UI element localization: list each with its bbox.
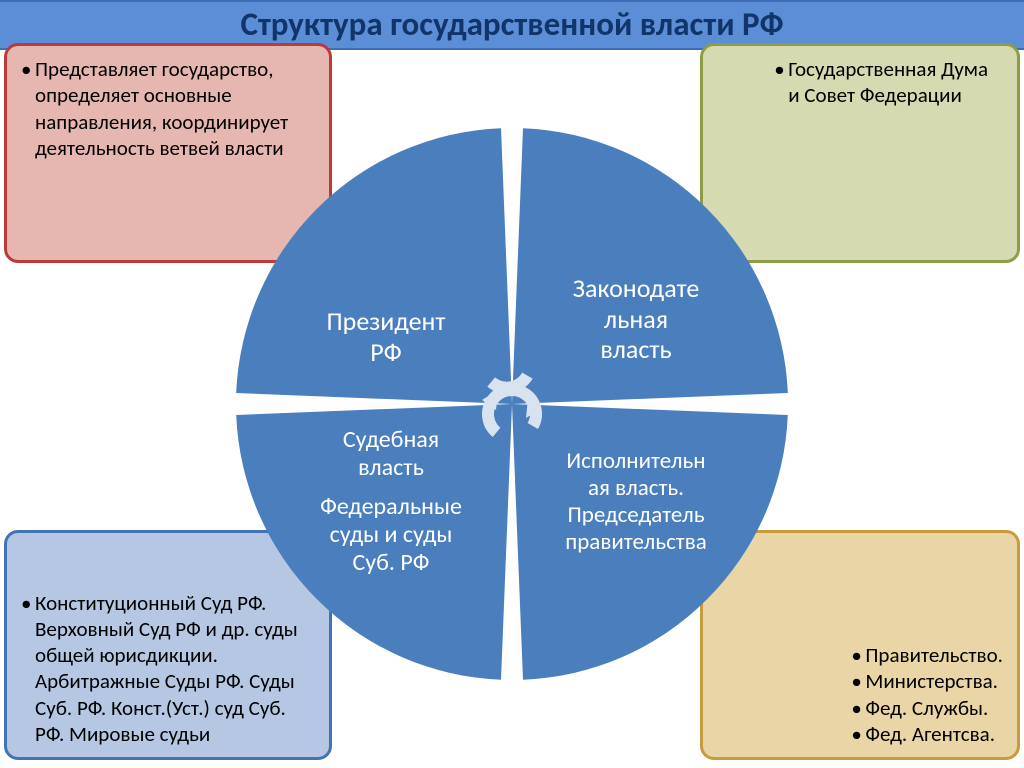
box-item: Государственная Дума и Совет Федерации [774, 56, 1003, 109]
cycle-arrows-icon [462, 354, 562, 454]
circle-diagram: ПрезидентРФ Законодательнаявласть Судебн… [236, 128, 788, 680]
box-item: Министерства. [851, 668, 1003, 694]
box-item: Правительство. [851, 642, 1003, 668]
box-item: Фед. Службы. [851, 695, 1003, 721]
quadrant-label-legislative: Законодательнаявласть [536, 273, 736, 365]
box-item: Фед. Агентсва. [851, 721, 1003, 747]
quadrant-label-executive: Исполнительная власть.Председательправит… [531, 448, 741, 557]
quadrant-label-president: ПрезидентРФ [286, 306, 486, 367]
title-text: Структура государственной власти РФ [240, 4, 783, 44]
box-br-list: Правительство.Министерства.Фед. Службы.Ф… [851, 642, 1003, 747]
box-tr-list: Государственная Дума и Совет Федерации [774, 56, 1003, 109]
